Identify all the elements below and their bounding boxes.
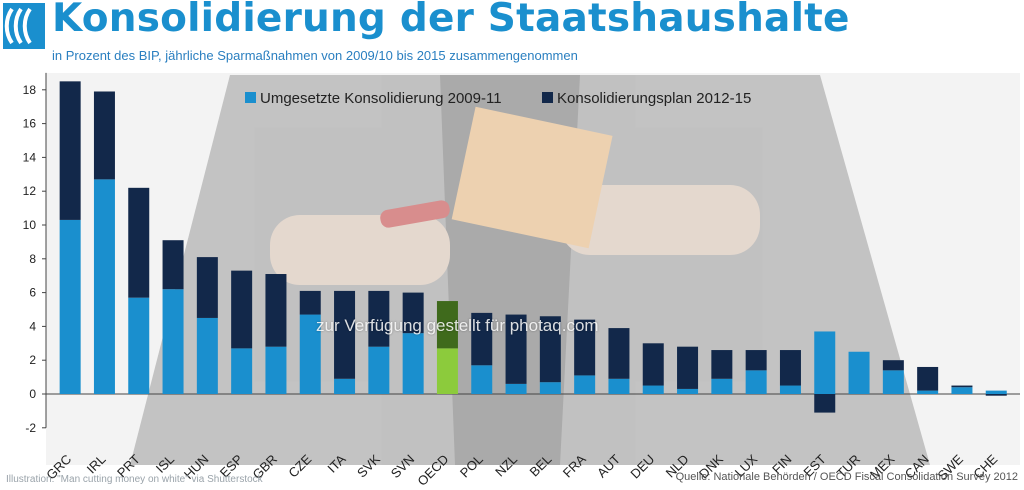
legend-swatch-2 <box>542 92 553 103</box>
legend-label-2: Konsolidierungsplan 2012-15 <box>557 90 751 107</box>
bar-implemented-est <box>814 331 836 394</box>
watermark: zur Verfügung gestellt für photaq.com <box>316 316 599 335</box>
bar-implemented-pol <box>471 365 493 394</box>
illustration-credit: Illustration: "Man cutting money on whit… <box>6 474 263 485</box>
bar-implemented-lux <box>745 370 767 394</box>
bar-plan-hun <box>196 257 218 318</box>
bar-implemented-irl <box>93 179 115 394</box>
bar-plan-swe <box>951 385 973 388</box>
bar-implemented-swe <box>951 387 973 394</box>
bar-implemented-tur <box>848 351 870 394</box>
bar-implemented-ita <box>334 378 356 394</box>
y-tick-label: 2 <box>29 353 36 367</box>
bar-plan-svn <box>402 292 424 334</box>
legend-swatch-1 <box>245 92 256 103</box>
y-tick-label: 10 <box>23 218 37 232</box>
bar-plan-lux <box>745 350 767 371</box>
y-tick-label: -2 <box>25 421 36 435</box>
bar-implemented-prt <box>128 297 150 394</box>
bar-implemented-svk <box>368 346 390 394</box>
bar-plan-che <box>985 394 1007 396</box>
bar-implemented-isl <box>162 289 184 394</box>
bar-implemented-deu <box>642 385 664 394</box>
y-tick-label: 0 <box>29 387 36 401</box>
bars <box>59 81 1007 413</box>
bar-plan-oecd <box>436 301 458 349</box>
y-tick-label: 4 <box>29 319 36 333</box>
y-tick-label: 14 <box>23 150 37 164</box>
bar-plan-mex <box>882 360 904 371</box>
bar-plan-can <box>917 366 939 391</box>
bar-implemented-svn <box>402 333 424 394</box>
bar-implemented-nzl <box>505 383 527 394</box>
bar-plan-bel <box>539 316 561 383</box>
bar-plan-fin <box>779 350 801 386</box>
bar-implemented-can <box>917 390 939 394</box>
bar-implemented-fra <box>574 375 596 394</box>
y-tick-label: 16 <box>23 117 37 131</box>
bar-implemented-che <box>985 390 1007 394</box>
y-tick-label: 12 <box>23 184 37 198</box>
bar-implemented-dnk <box>711 378 733 394</box>
bar-implemented-bel <box>539 382 561 394</box>
bar-plan-deu <box>642 343 664 386</box>
y-tick-label: 18 <box>23 83 37 97</box>
bar-implemented-fin <box>779 385 801 394</box>
bar-plan-prt <box>128 187 150 298</box>
bar-plan-aut <box>608 328 630 379</box>
bar-plan-ita <box>334 290 356 379</box>
page-subtitle: in Prozent des BIP, jährliche Sparmaßnah… <box>52 48 578 63</box>
bar-plan-nld <box>677 346 699 389</box>
bar-implemented-hun <box>196 317 218 394</box>
bar-plan-esp <box>231 270 253 349</box>
bar-implemented-esp <box>231 348 253 394</box>
bar-plan-grc <box>59 81 81 220</box>
y-tick-label: 6 <box>29 286 36 300</box>
y-tick-label: 8 <box>29 252 36 266</box>
page-title: Konsolidierung der Staatshaushalte <box>52 0 850 41</box>
oecd-logo <box>3 3 45 49</box>
background-illustration <box>130 75 930 465</box>
bar-implemented-aut <box>608 378 630 394</box>
bar-implemented-grc <box>59 219 81 394</box>
bar-plan-svk <box>368 290 390 347</box>
bar-implemented-cze <box>299 314 321 394</box>
bar-implemented-oecd <box>436 348 458 394</box>
bar-plan-est <box>814 394 836 413</box>
bar-plan-nzl <box>505 314 527 384</box>
bar-plan-fra <box>574 319 596 376</box>
bar-plan-irl <box>93 91 115 180</box>
bar-plan-dnk <box>711 350 733 379</box>
bar-plan-isl <box>162 240 184 290</box>
legend: Umgesetzte Konsolidierung 2009-11 Konsoli… <box>245 90 751 107</box>
source-note: Quelle: Nationale Behörden / OECD Fiscal… <box>675 471 1018 483</box>
bar-implemented-mex <box>882 370 904 394</box>
legend-label-1: Umgesetzte Konsolidierung 2009-11 <box>260 90 502 107</box>
bar-plan-gbr <box>265 274 287 347</box>
bar-plan-pol <box>471 312 493 366</box>
bar-implemented-gbr <box>265 346 287 394</box>
bar-plan-cze <box>299 290 321 315</box>
bar-implemented-nld <box>677 388 699 394</box>
